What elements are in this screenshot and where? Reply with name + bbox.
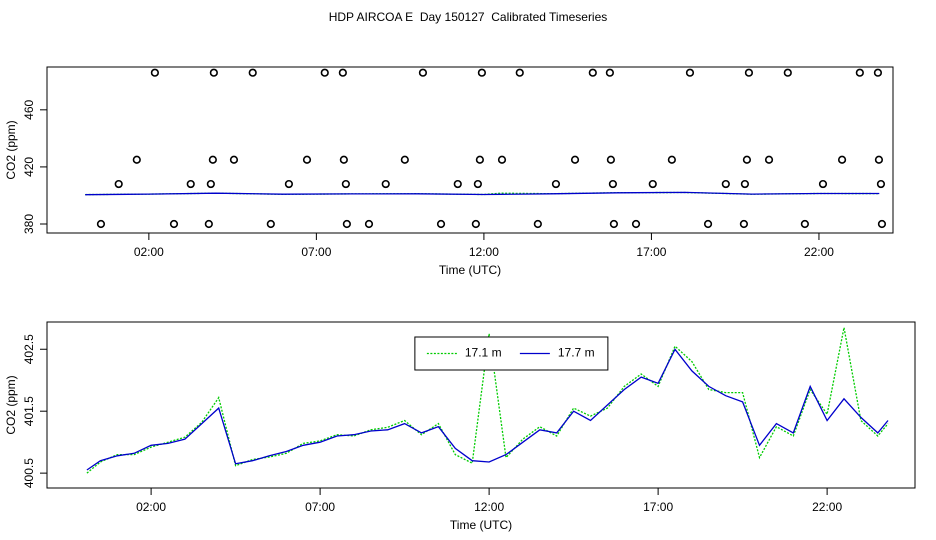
y-axis-label: CO2 (ppm): [4, 375, 18, 434]
marker: [436, 219, 446, 229]
marker: [631, 219, 641, 229]
y-tick-label: 460: [22, 99, 36, 119]
marker: [744, 68, 754, 77]
marker: [471, 219, 480, 229]
marker: [764, 155, 774, 164]
marker: [648, 179, 657, 189]
y-axis-label: CO2 (ppm): [4, 120, 18, 179]
marker: [114, 179, 123, 189]
marker: [685, 68, 695, 77]
marker: [873, 68, 883, 77]
plot-frame: [46, 321, 916, 489]
marker: [284, 179, 294, 189]
x-axis-label: Time (UTC): [450, 518, 512, 532]
marker: [320, 68, 329, 77]
marker: [339, 155, 348, 164]
x-tick-label: 02:00: [136, 500, 166, 514]
marker: [742, 155, 752, 164]
marker: [473, 179, 482, 189]
marker: [703, 219, 713, 229]
marker: [608, 179, 617, 189]
marker: [740, 179, 750, 189]
marker: [515, 68, 524, 77]
x-tick-label: 07:00: [305, 500, 335, 514]
plot-frame: [46, 66, 894, 234]
marker: [551, 179, 561, 189]
series-line: [85, 191, 880, 196]
x-axis-label: Time (UTC): [439, 263, 501, 277]
marker: [342, 219, 351, 229]
marker: [497, 155, 507, 164]
legend-label: 17.1 m: [465, 346, 502, 360]
series-line: [86, 348, 889, 471]
y-tick-label: 402.5: [22, 334, 36, 364]
marker: [418, 68, 428, 77]
marker: [169, 219, 179, 229]
page-title: HDP AIRCOA E Day 150127 Calibrated Times…: [329, 10, 608, 24]
y-tick-label: 401.5: [22, 396, 36, 426]
marker: [876, 179, 886, 189]
marker: [605, 68, 614, 77]
marker: [132, 155, 141, 164]
marker: [338, 68, 347, 77]
marker: [721, 179, 730, 189]
marker: [588, 68, 597, 77]
marker: [206, 179, 215, 189]
marker: [570, 155, 580, 164]
x-tick-label: 17:00: [636, 245, 666, 259]
marker: [818, 179, 828, 189]
marker: [609, 219, 619, 229]
legend-box: [414, 336, 609, 371]
marker: [783, 68, 792, 77]
marker: [248, 68, 257, 77]
marker: [739, 219, 749, 229]
legend-label: 17.7 m: [558, 346, 595, 360]
marker: [302, 155, 312, 164]
x-tick-label: 17:00: [643, 500, 673, 514]
x-tick-label: 22:00: [804, 245, 834, 259]
x-tick-label: 07:00: [301, 245, 331, 259]
marker: [533, 219, 542, 229]
marker: [475, 155, 484, 164]
marker: [209, 68, 218, 77]
x-tick-label: 02:00: [134, 245, 164, 259]
y-tick-label: 400.5: [22, 458, 36, 488]
marker: [96, 219, 106, 229]
x-tick-label: 12:00: [474, 500, 504, 514]
marker: [477, 68, 486, 77]
marker: [204, 219, 213, 229]
marker: [800, 219, 809, 229]
marker: [400, 155, 409, 164]
marker: [667, 155, 676, 164]
y-tick-label: 380: [22, 214, 36, 234]
marker: [877, 219, 887, 229]
marker: [186, 179, 195, 189]
x-tick-label: 12:00: [469, 245, 499, 259]
marker: [208, 155, 217, 164]
series-line: [86, 327, 889, 474]
marker: [855, 68, 864, 77]
marker: [837, 155, 847, 164]
marker: [266, 219, 275, 229]
x-tick-label: 22:00: [812, 500, 842, 514]
y-tick-label: 420: [22, 157, 36, 177]
marker: [381, 179, 390, 189]
marker: [364, 219, 374, 229]
marker: [229, 155, 239, 164]
marker: [150, 68, 159, 77]
marker: [453, 179, 462, 189]
marker: [341, 179, 350, 189]
marker: [606, 155, 615, 164]
marker: [874, 155, 884, 164]
